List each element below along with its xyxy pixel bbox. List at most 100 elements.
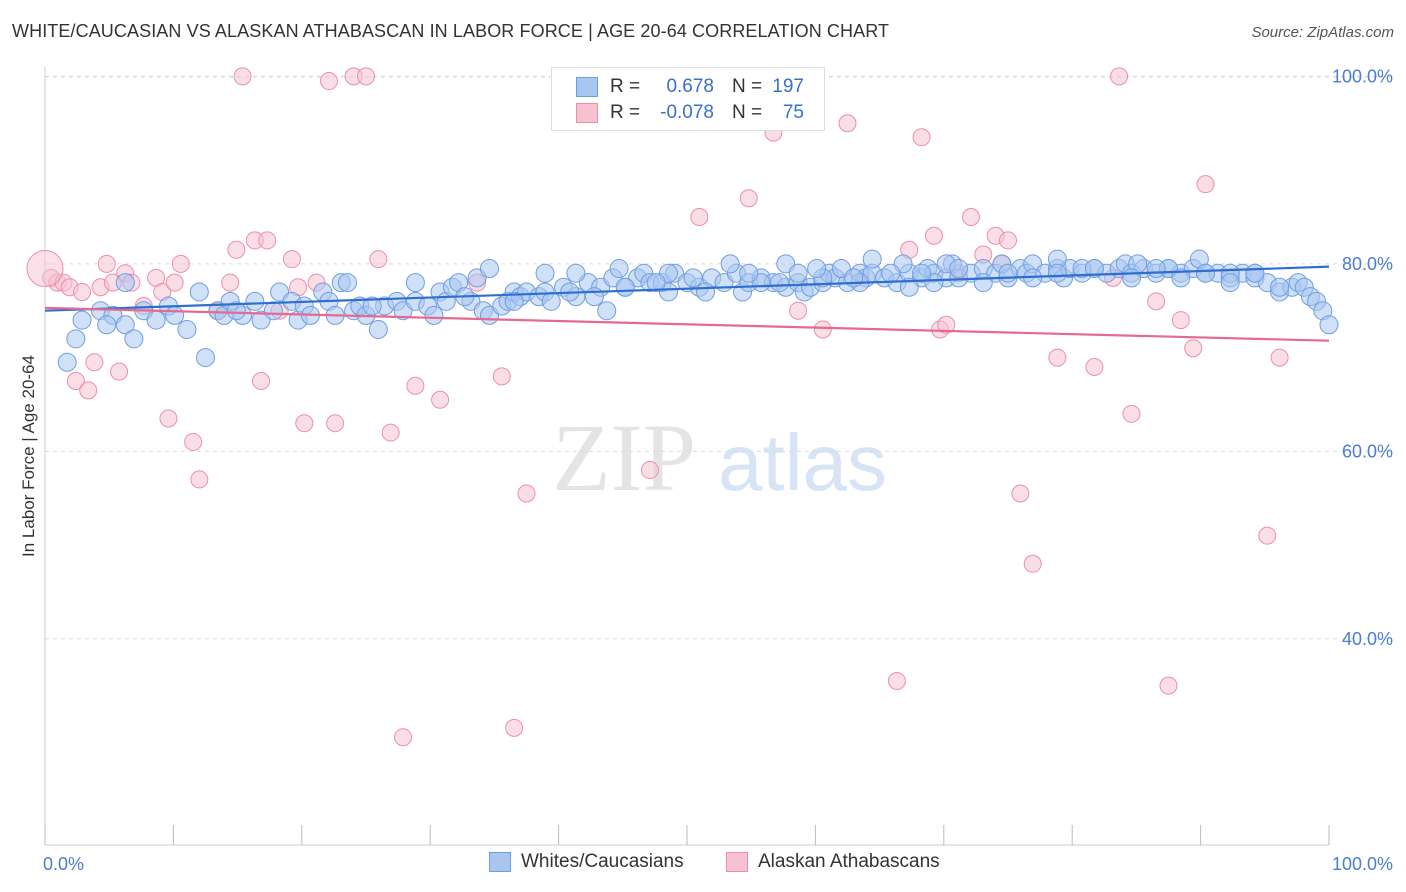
white-point xyxy=(566,263,586,283)
legend-n-value: 197 xyxy=(772,76,804,97)
athabascan-point xyxy=(517,484,536,503)
legend-swatch-pink xyxy=(576,103,598,123)
legend-r-value: 0.678 xyxy=(666,76,714,97)
athabascan-point xyxy=(79,381,98,400)
athabascan-point xyxy=(937,315,956,334)
legend-n-value: 75 xyxy=(782,102,804,123)
y-axis-title: In Labor Force | Age 20-64 xyxy=(19,355,38,557)
white-point xyxy=(337,273,357,293)
athabascan-point xyxy=(357,67,375,86)
series-legend-whites[interactable]: Whites/Caucasians xyxy=(489,851,684,873)
athabascan-point xyxy=(394,728,413,747)
athabascan-point xyxy=(1184,339,1203,358)
athabascan-point xyxy=(252,372,271,391)
alaskan-athabascan-points xyxy=(26,67,1289,747)
athabascan-point xyxy=(406,376,425,395)
legend-n-label: N = xyxy=(732,76,763,97)
source-credit: Source: ZipAtlas.com xyxy=(1251,24,1394,41)
white-trend-line xyxy=(44,265,1330,312)
athabascan-point xyxy=(369,250,388,269)
axis-ticks xyxy=(44,825,1330,845)
athabascan-point xyxy=(110,362,129,381)
trend-lines xyxy=(44,265,1330,342)
athabascan-point xyxy=(887,671,906,690)
athabascan-point xyxy=(492,367,511,386)
athabascan-point xyxy=(319,72,338,91)
athabascan-point xyxy=(1196,175,1215,194)
axis-labels: 40.0% 60.0% 80.0% 100.0% 0.0% 100.0% In Labor … xyxy=(19,66,1393,874)
athabascan-point xyxy=(66,372,85,391)
athabascan-point xyxy=(184,432,203,451)
white-point xyxy=(479,259,499,279)
white-point xyxy=(1084,259,1104,279)
athabascan-point xyxy=(85,353,104,372)
athabascan-point xyxy=(1122,404,1141,423)
athabascan-point xyxy=(258,231,277,250)
x-tick-label: 0.0% xyxy=(43,854,84,874)
athabascan-trend-line xyxy=(44,306,1330,342)
athabascan-point xyxy=(789,301,808,320)
white-point xyxy=(196,348,215,368)
athabascan-point xyxy=(1048,348,1067,367)
series-label-athabascans: Alaskan Athabascans xyxy=(758,851,940,872)
white-point xyxy=(535,263,555,283)
y-tick-label: 80.0% xyxy=(1342,254,1393,274)
white-point xyxy=(541,291,561,311)
athabascan-point xyxy=(381,423,400,442)
white-point xyxy=(1319,315,1339,335)
legend-swatch-blue xyxy=(576,77,598,97)
white-point xyxy=(57,352,77,372)
white-point xyxy=(998,263,1018,283)
athabascan-point xyxy=(73,282,92,301)
legend-row-whites: R = 0.678 N = 197 xyxy=(576,75,804,99)
athabascan-point xyxy=(1258,526,1277,545)
series-legend: Whites/Caucasians Alaskan Athabascans xyxy=(0,851,1406,877)
white-point xyxy=(115,273,135,293)
athabascan-point xyxy=(233,67,252,86)
athabascan-point xyxy=(912,128,931,147)
white-point xyxy=(97,315,117,335)
legend-r-label: R = xyxy=(610,102,641,123)
correlation-legend: R = 0.678 N = 197 R = -0.078 N = 75 xyxy=(551,67,825,131)
athabascan-point xyxy=(190,470,209,489)
athabascan-point xyxy=(165,273,184,292)
athabascan-point xyxy=(227,240,246,259)
legend-row-athabascans: R = -0.078 N = 75 xyxy=(576,101,804,125)
white-point xyxy=(1121,268,1141,288)
legend-r-value: -0.078 xyxy=(660,102,714,123)
athabascan-point xyxy=(1171,311,1190,330)
athabascan-point xyxy=(326,414,345,433)
white-point xyxy=(226,301,246,321)
chart-title: WHITE/CAUCASIAN VS ALASKAN ATHABASCAN IN… xyxy=(12,21,890,41)
white-point xyxy=(615,277,635,297)
white-point xyxy=(807,259,827,279)
white-point xyxy=(899,277,919,297)
athabascan-point xyxy=(640,461,659,480)
white-point xyxy=(881,263,901,283)
white-point xyxy=(1171,268,1191,288)
white-point xyxy=(189,282,209,302)
white-point xyxy=(1270,277,1290,297)
white-point xyxy=(683,268,703,288)
white-point xyxy=(368,319,388,339)
athabascan-point xyxy=(1270,348,1289,367)
white-point xyxy=(1196,263,1216,283)
athabascan-point xyxy=(505,718,524,737)
white-point xyxy=(770,273,790,293)
athabascan-point xyxy=(690,207,709,226)
white-point xyxy=(362,296,382,316)
white-point xyxy=(912,263,932,283)
white-point xyxy=(504,291,524,311)
athabascan-point xyxy=(159,409,178,428)
watermark: ZIP atlas xyxy=(552,404,887,511)
athabascan-point xyxy=(221,273,240,292)
series-swatch-pink xyxy=(726,852,748,872)
athabascan-point xyxy=(26,250,64,288)
athabascan-point xyxy=(1023,554,1042,573)
series-legend-athabascans[interactable]: Alaskan Athabascans xyxy=(726,851,940,873)
athabascan-point xyxy=(1011,484,1030,503)
white-point xyxy=(597,301,617,321)
athabascan-point xyxy=(282,250,301,269)
series-swatch-blue xyxy=(489,852,511,872)
